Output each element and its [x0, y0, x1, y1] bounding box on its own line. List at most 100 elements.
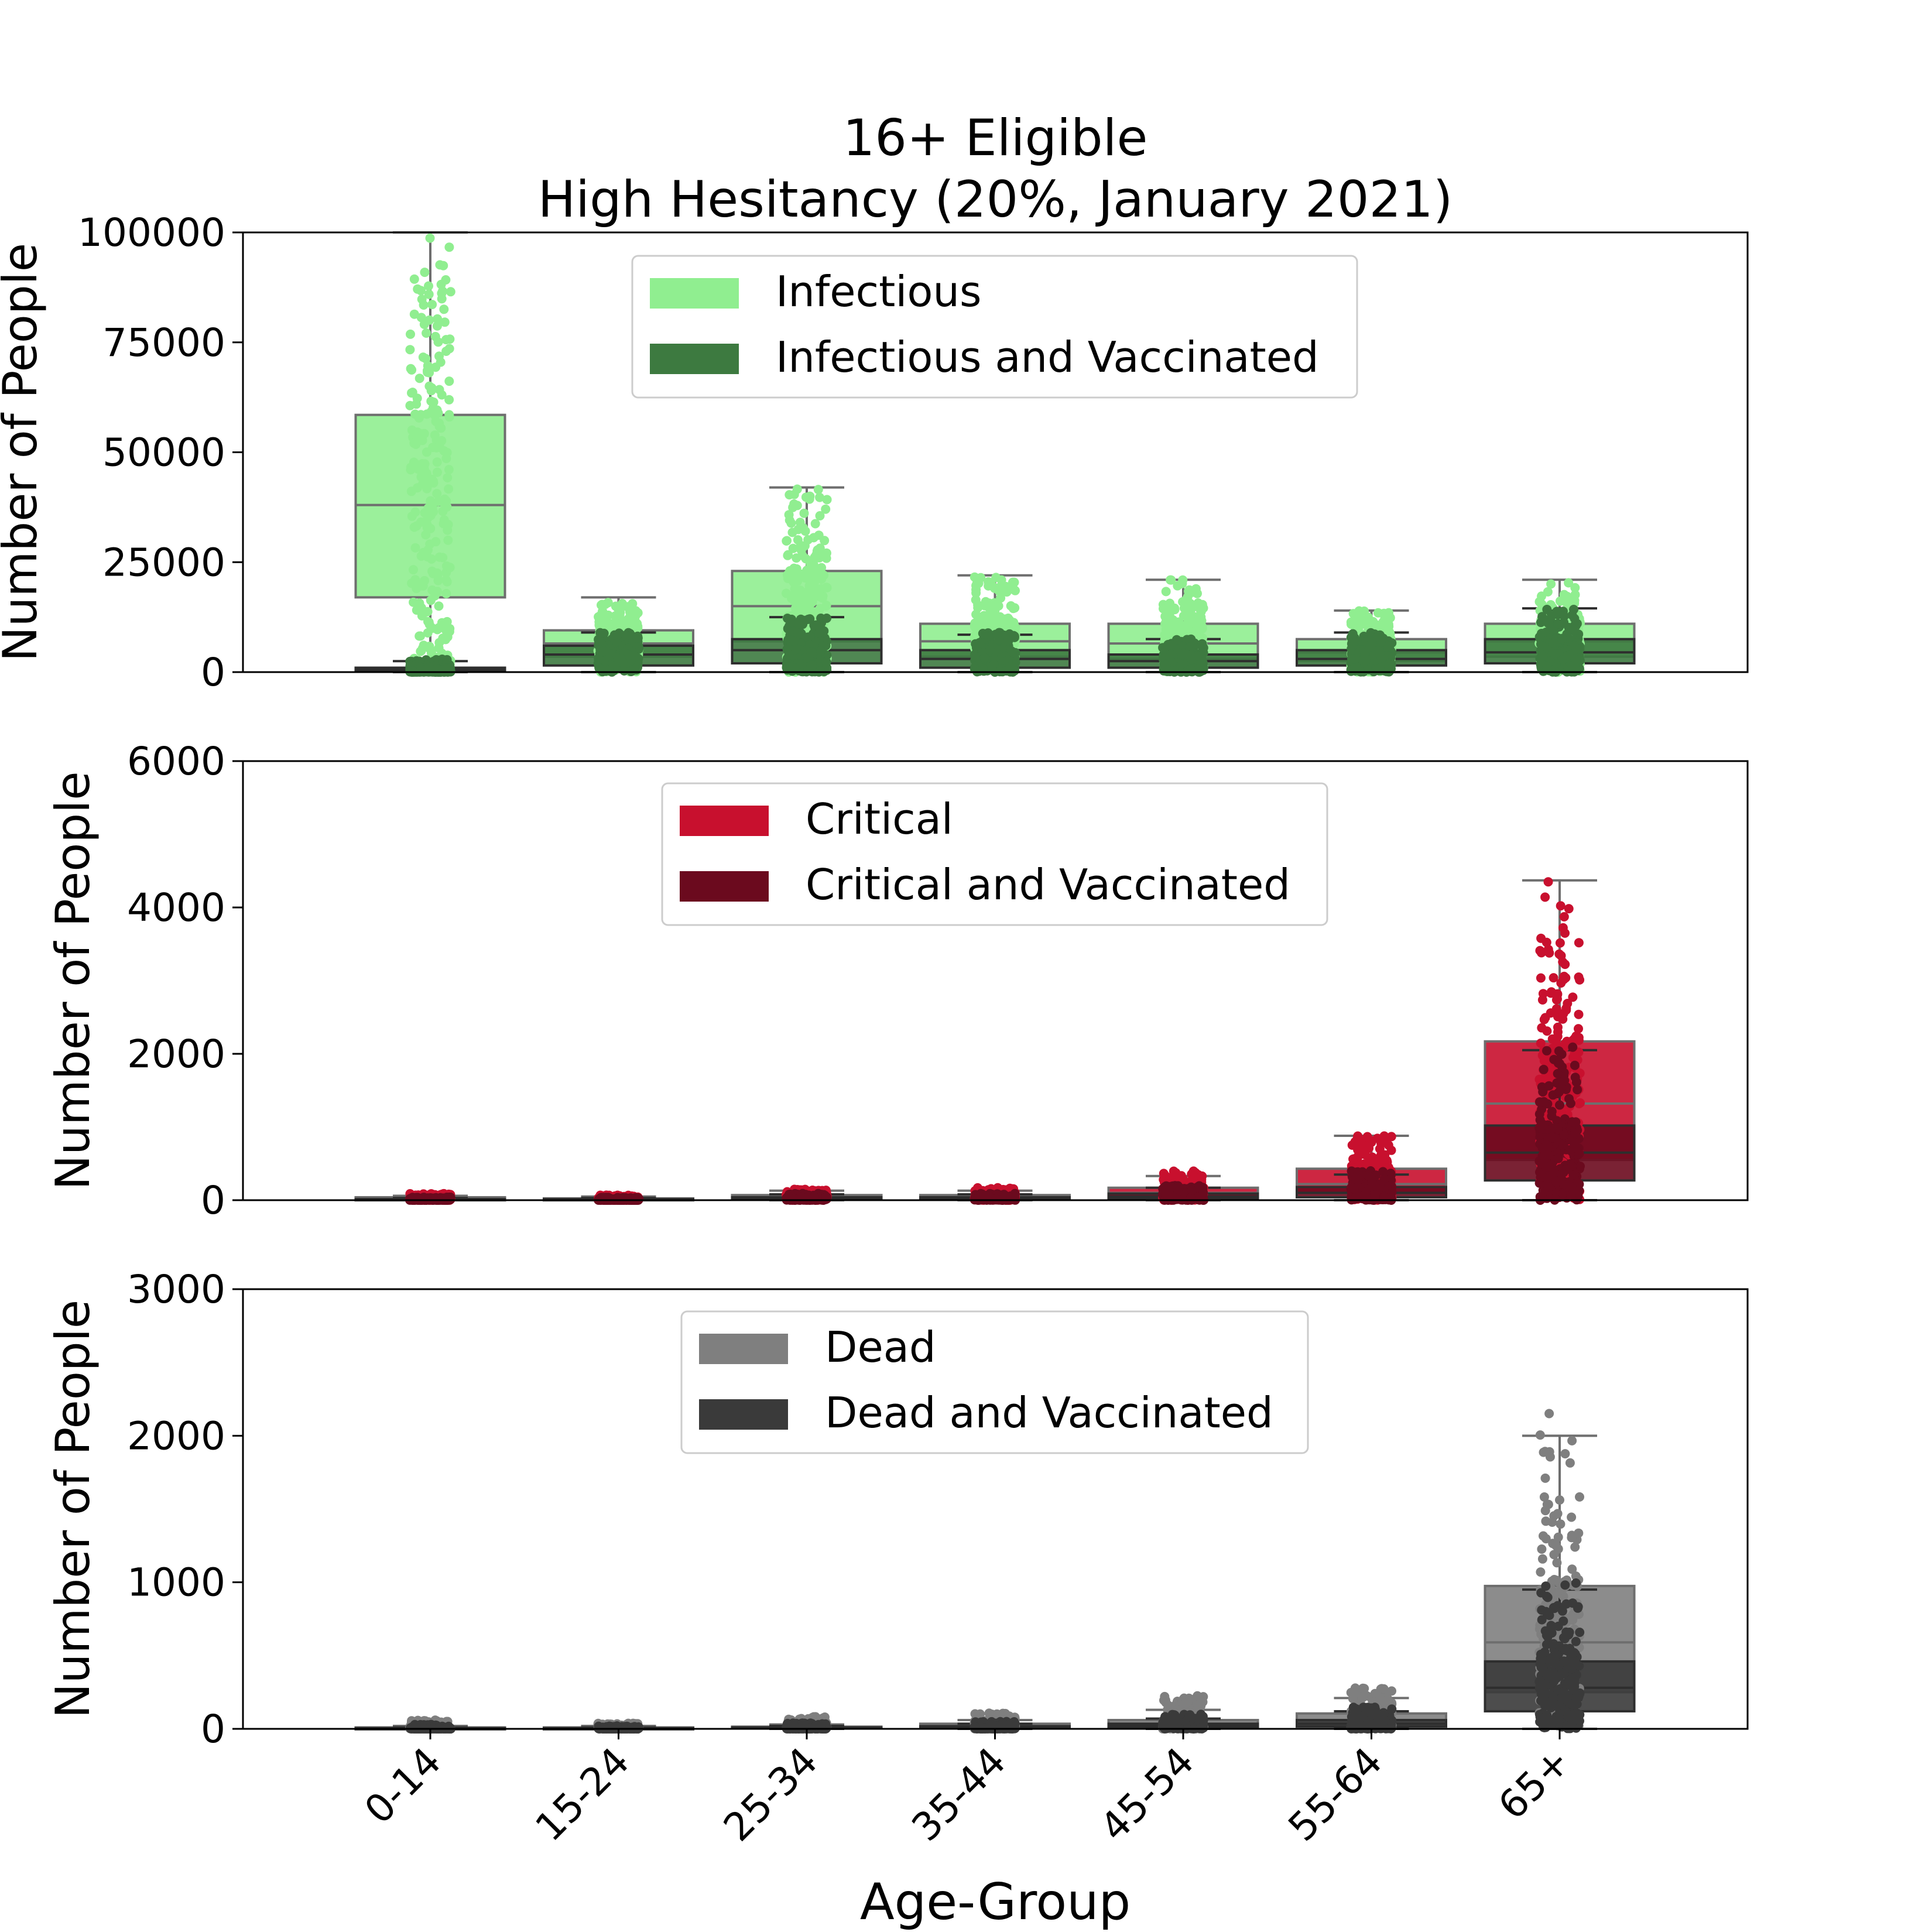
data-point — [439, 446, 449, 456]
data-point — [1178, 575, 1188, 585]
y-tick-label: 50000 — [102, 430, 225, 475]
data-point — [441, 335, 451, 345]
data-point — [1165, 598, 1175, 608]
data-point — [624, 650, 634, 660]
data-point — [409, 565, 418, 575]
data-point — [822, 583, 832, 592]
data-point — [1009, 577, 1019, 587]
data-point — [432, 457, 442, 467]
data-point — [443, 535, 453, 545]
data-point — [425, 508, 435, 518]
data-point — [1553, 619, 1563, 629]
legend-label: Infectious — [776, 267, 982, 316]
data-point — [603, 598, 613, 608]
data-point — [437, 294, 447, 304]
chart-title-line-2: High Hesitancy (20%, January 2021) — [538, 170, 1453, 229]
data-point — [1158, 643, 1168, 653]
data-point — [412, 393, 422, 403]
data-point — [785, 567, 794, 577]
data-point — [426, 386, 436, 396]
data-point — [796, 540, 806, 550]
data-point — [406, 329, 415, 339]
data-point — [1161, 660, 1171, 670]
data-point — [1348, 1154, 1358, 1164]
data-point — [433, 467, 442, 477]
data-point — [434, 385, 444, 395]
data-point — [431, 362, 441, 372]
data-point — [1552, 607, 1562, 616]
data-point — [427, 585, 437, 595]
data-point — [410, 507, 420, 517]
data-point — [1006, 646, 1016, 656]
data-point — [440, 317, 450, 327]
data-point — [810, 519, 820, 529]
data-point — [782, 536, 792, 546]
data-point — [432, 321, 442, 331]
data-point — [422, 328, 431, 338]
data-point — [1191, 618, 1201, 628]
data-point — [427, 300, 437, 310]
data-point — [432, 489, 442, 499]
data-point — [991, 619, 1001, 629]
data-point — [441, 454, 451, 464]
data-point — [1187, 587, 1197, 597]
data-point — [444, 465, 454, 475]
data-point — [1546, 579, 1556, 589]
data-point — [419, 429, 429, 439]
data-point — [1198, 657, 1208, 667]
data-point — [434, 351, 444, 361]
data-point — [413, 460, 423, 470]
data-point — [609, 630, 619, 640]
data-point — [415, 598, 424, 608]
data-point — [1010, 603, 1020, 613]
data-point — [427, 474, 437, 484]
data-point — [994, 628, 1004, 638]
data-point — [815, 511, 825, 520]
data-point — [978, 613, 988, 623]
data-point — [1350, 1137, 1360, 1147]
data-point — [604, 666, 614, 676]
data-point — [409, 309, 419, 319]
data-point — [1537, 591, 1546, 601]
data-point — [811, 583, 821, 593]
data-point — [971, 588, 981, 598]
data-point — [423, 361, 433, 371]
data-point — [442, 655, 452, 664]
data-point — [814, 628, 824, 638]
data-point — [441, 588, 451, 598]
data-point — [444, 410, 454, 420]
data-point — [1009, 631, 1019, 641]
data-point — [821, 601, 831, 610]
data-point — [807, 660, 817, 670]
data-point — [425, 233, 435, 243]
data-point — [598, 607, 608, 616]
data-point — [424, 368, 434, 378]
data-point — [1166, 640, 1176, 650]
data-point — [434, 665, 443, 675]
data-point — [822, 614, 831, 623]
data-point — [1569, 640, 1579, 650]
y-tick-label: 25000 — [102, 540, 225, 585]
data-point — [1375, 1144, 1385, 1154]
data-point — [421, 530, 431, 540]
data-point — [444, 242, 454, 252]
data-point — [433, 314, 443, 324]
data-point — [1537, 641, 1547, 651]
data-point — [430, 430, 440, 440]
data-point — [790, 597, 800, 607]
data-point — [1543, 618, 1553, 628]
data-point — [424, 281, 433, 291]
data-point — [783, 550, 793, 560]
data-point — [444, 376, 454, 386]
data-point — [407, 365, 417, 375]
data-point — [633, 608, 643, 618]
data-point — [1366, 642, 1376, 652]
data-point — [434, 638, 444, 648]
data-point — [797, 590, 807, 600]
data-point — [430, 331, 440, 341]
data-point — [434, 601, 444, 611]
y-tick-label: 0 — [201, 650, 225, 695]
data-point — [815, 492, 824, 502]
data-point — [971, 581, 981, 591]
